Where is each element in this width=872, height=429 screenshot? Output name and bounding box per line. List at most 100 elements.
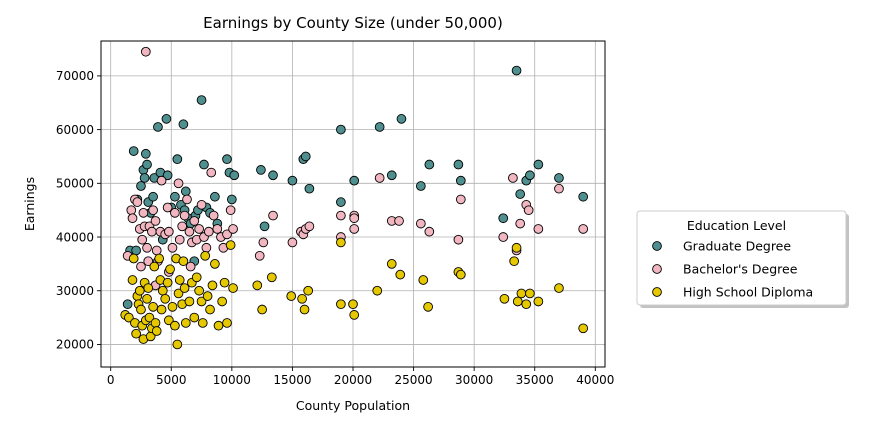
bachelor-s-degree-point: [206, 167, 217, 178]
graduate-degree-point: [148, 191, 158, 202]
bachelor-s-degree-point: [147, 226, 157, 237]
high-school-diploma-point: [143, 283, 154, 293]
high-school-diploma-point: [217, 296, 228, 307]
graduate-degree-point: [386, 170, 397, 181]
high-school-diploma-point: [521, 299, 532, 310]
high-school-diploma-point: [124, 312, 134, 323]
bachelor-s-degree-point: [258, 237, 269, 248]
bachelor-s-degree-point: [137, 234, 148, 245]
y-axis-label: Earnings: [22, 177, 37, 231]
bachelor-s-degree-point: [179, 210, 190, 221]
graduate-degree-point: [578, 191, 589, 202]
bachelor-s-degree-point: [523, 205, 534, 216]
bachelor-s-degree-point: [208, 210, 219, 221]
high-school-diploma-point: [455, 269, 466, 280]
high-school-diploma-point: [144, 312, 155, 323]
graduate-degree-point: [229, 170, 240, 181]
bachelor-s-degree-point: [222, 229, 232, 240]
high-school-diploma-point: [299, 304, 310, 315]
high-school-diploma-point: [136, 304, 146, 315]
high-school-diploma-point: [533, 296, 544, 307]
graduate-degree-point: [415, 181, 426, 191]
graduate-degree-point: [256, 165, 266, 175]
bachelor-s-degree-point: [127, 213, 138, 224]
legend-marker-high-school-diploma: [652, 287, 662, 297]
bachelor-s-degree-point: [212, 224, 223, 234]
bachelor-s-degree-point: [138, 208, 149, 218]
graduate-degree-point: [136, 181, 146, 191]
high-school-diploma-point: [257, 304, 267, 315]
graduate-degree-point: [178, 119, 189, 130]
x-axis-label: County Population: [296, 398, 410, 413]
high-school-diploma-point: [225, 240, 236, 250]
bachelor-s-degree-point: [184, 226, 195, 237]
bachelor-s-degree-point: [173, 178, 184, 189]
graduate-degree-point: [525, 170, 535, 181]
graduate-degree-point: [142, 159, 152, 170]
bachelor-s-degree-point: [150, 216, 161, 226]
high-school-diploma-point: [128, 253, 139, 264]
bachelor-s-degree-point: [174, 234, 185, 245]
high-school-diploma-point: [348, 299, 358, 310]
axis-ticks: 0 5000 10000 15000 20000 25000 30000 35000 40000…: [56, 69, 615, 387]
high-school-diploma-point: [162, 277, 173, 288]
bachelor-s-degree-point: [453, 234, 464, 245]
high-school-diploma-point: [228, 283, 238, 293]
bachelor-s-degree-point: [304, 221, 315, 232]
bachelor-s-degree-point: [578, 224, 589, 234]
x-tick-label: 10000: [213, 373, 251, 387]
high-school-diploma-point: [148, 301, 158, 312]
high-school-diploma-point: [196, 296, 207, 307]
bachelor-s-degree-point: [424, 226, 435, 237]
high-school-diploma-point: [252, 280, 263, 291]
x-tick-label: 20000: [334, 373, 372, 387]
bachelor-s-degree-point: [156, 175, 167, 186]
high-school-diploma-point: [205, 304, 215, 315]
graduate-degree-point: [196, 95, 207, 105]
high-school-diploma-point: [154, 253, 165, 264]
bachelor-s-degree-point: [142, 242, 152, 253]
high-school-diploma-point: [165, 264, 175, 275]
graduate-degree-point: [374, 122, 385, 132]
high-school-diploma-point: [149, 261, 160, 272]
bachelor-s-degree-point: [136, 261, 146, 272]
high-school-diploma-point: [336, 237, 346, 248]
bachelor-s-degree-point: [143, 256, 154, 267]
x-tick-label: 15000: [273, 373, 311, 387]
x-tick-label: 25000: [394, 373, 432, 387]
graduate-degree-point: [131, 245, 141, 256]
bachelor-s-degree-point: [349, 224, 360, 234]
high-school-diploma-point: [418, 275, 429, 285]
bachelor-s-degree-point: [455, 194, 466, 205]
bachelor-s-degree-point: [196, 199, 207, 210]
y-tick-label: 70000: [56, 69, 94, 83]
bachelor-s-degree-point: [167, 242, 178, 253]
legend-label-graduate-degree: Graduate Degree: [683, 239, 791, 254]
legend-marker-bachelor-s-degree: [652, 264, 662, 274]
bachelor-s-degree-point: [554, 183, 564, 194]
high-school-diploma-point: [207, 280, 218, 291]
high-school-diploma-point: [150, 318, 161, 328]
bachelor-s-degree-point: [225, 205, 236, 216]
high-school-diploma-point: [578, 323, 589, 334]
bachelor-s-degree-point: [151, 245, 162, 256]
graduate-degree-point: [396, 114, 407, 124]
high-school-diploma-point: [395, 269, 406, 280]
high-school-diploma-point: [266, 272, 277, 283]
graduate-degree-point: [180, 186, 191, 197]
high-school-diploma-point: [509, 256, 519, 267]
graduate-degree-point: [199, 159, 209, 170]
high-school-diploma-point: [167, 301, 178, 312]
graduate-degree-point: [161, 114, 172, 124]
high-school-diploma-point: [511, 242, 522, 253]
legend-marker-graduate-degree: [652, 241, 662, 251]
legend-label-bachelor-s-degree: Bachelor's Degree: [683, 262, 798, 277]
bachelor-s-degree-point: [254, 250, 265, 261]
legend-box: [636, 210, 847, 306]
high-school-diploma-point: [189, 312, 200, 323]
x-tick-label: 30000: [455, 373, 493, 387]
graduate-degree-point: [515, 189, 526, 199]
y-tick-label: 40000: [56, 230, 94, 244]
bachelor-s-degree-point: [287, 237, 298, 248]
